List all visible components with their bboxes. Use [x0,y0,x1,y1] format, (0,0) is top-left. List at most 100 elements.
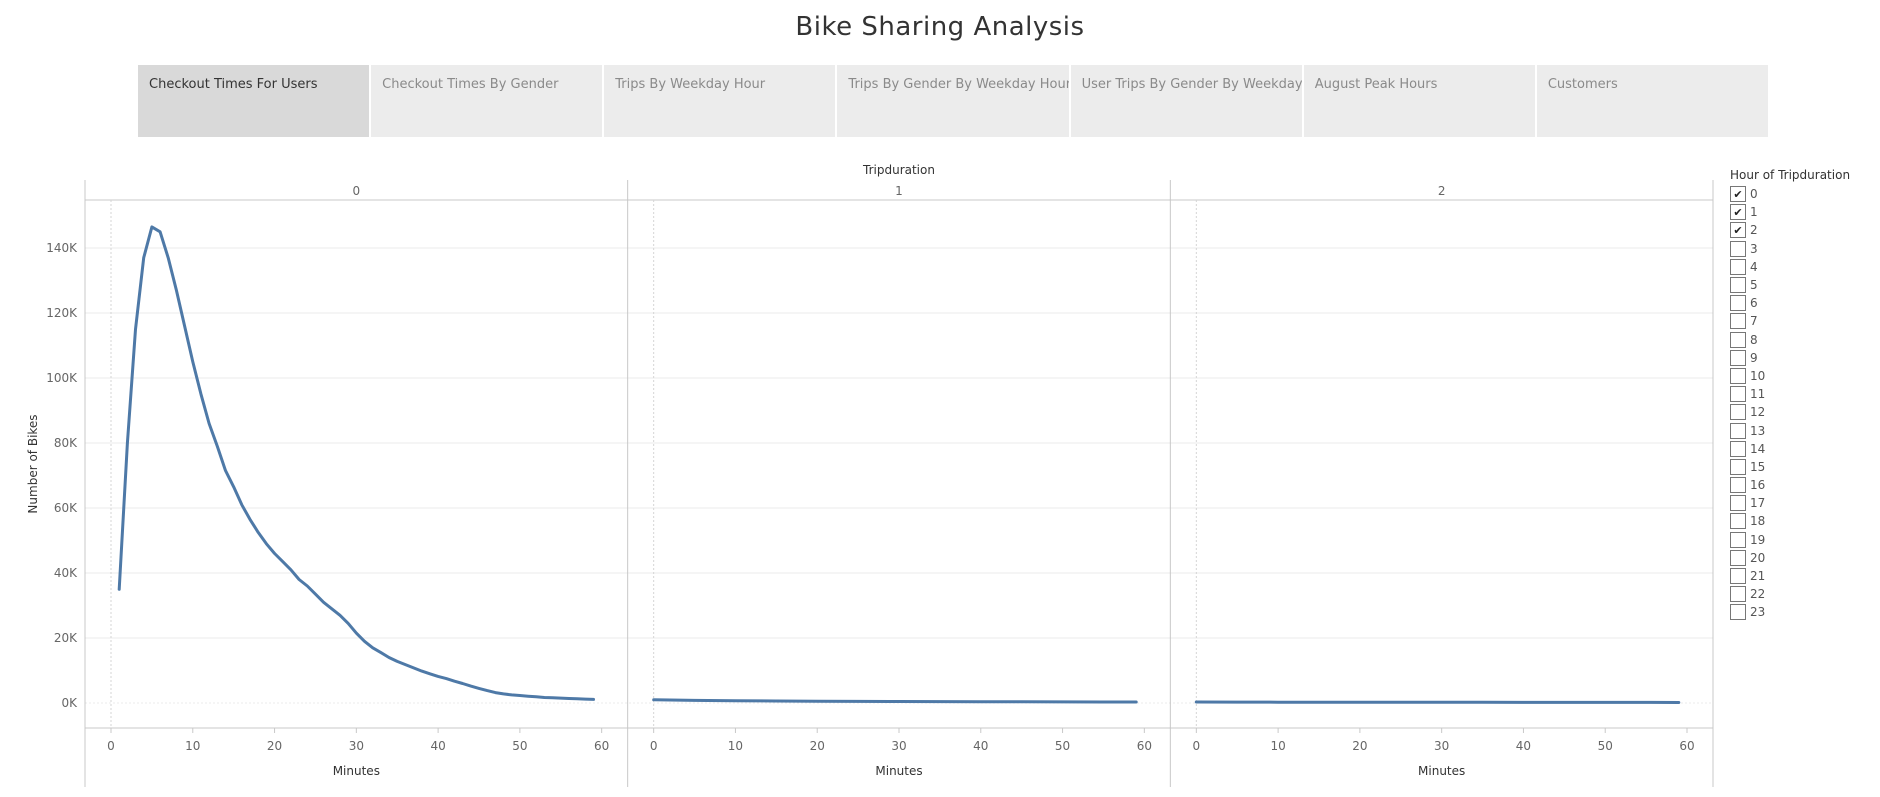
tab-checkout-times-for-users[interactable]: Checkout Times For Users [138,65,370,137]
checkbox[interactable] [1730,586,1746,603]
checkbox[interactable] [1730,458,1746,475]
legend-item-10[interactable]: 10 [1730,367,1880,385]
legend-item-21[interactable]: 21 [1730,567,1880,585]
checkbox[interactable] [1730,513,1746,530]
legend-item-13[interactable]: 13 [1730,421,1880,439]
legend-item-label: 6 [1750,296,1758,311]
legend-item-label: 18 [1750,514,1766,529]
legend-item-16[interactable]: 16 [1730,476,1880,494]
tab-trips-by-weekday-hour[interactable]: Trips By Weekday Hour [604,65,836,137]
x-axis-title: Minutes [875,764,922,778]
legend-items: ✔ 0 ✔ 1 ✔ 2 3 4 5 6 7 8 9 10 11 12 13 14 15 16 17 18 19 20 21 22 2… [1730,185,1880,622]
legend-item-label: 5 [1750,278,1758,293]
story-tabs: Checkout Times For Users Checkout Times … [138,65,1768,137]
legend-item-1[interactable]: ✔ 1 [1730,203,1880,221]
checkbox[interactable] [1730,422,1746,439]
series-line-2 [1194,700,1681,704]
checkbox[interactable] [1730,295,1746,312]
legend-item-20[interactable]: 20 [1730,549,1880,567]
checkbox[interactable]: ✔ [1730,204,1746,221]
legend-item-label: 17 [1750,496,1766,511]
checkbox[interactable] [1730,240,1746,257]
legend-item-23[interactable]: 23 [1730,603,1880,621]
checkbox[interactable] [1730,313,1746,330]
legend-item-14[interactable]: 14 [1730,440,1880,458]
x-tick-label: 10 [185,739,200,753]
x-tick-label: 30 [349,739,364,753]
legend-item-2[interactable]: ✔ 2 [1730,221,1880,239]
checkbox[interactable] [1730,277,1746,294]
checkbox[interactable] [1730,404,1746,421]
tab-checkout-times-by-gender[interactable]: Checkout Times By Gender [371,65,603,137]
legend-item-label: 10 [1750,368,1766,383]
y-tick-label: 120K [46,306,78,320]
legend-item-label: 13 [1750,423,1766,438]
checkbox[interactable] [1730,568,1746,585]
checkbox[interactable]: ✔ [1730,222,1746,239]
legend-item-label: 0 [1750,187,1758,202]
tab-customers[interactable]: Customers [1536,65,1768,137]
legend-item-17[interactable]: 17 [1730,494,1880,512]
checkbox[interactable] [1730,477,1746,494]
series-line-0 [117,225,595,701]
checkbox[interactable] [1730,440,1746,457]
legend-item-label: 15 [1750,459,1766,474]
x-tick-label: 10 [1270,739,1285,753]
legend-item-19[interactable]: 19 [1730,531,1880,549]
legend-item-label: 4 [1750,259,1758,274]
y-axis-title: Number of Bikes [26,414,40,513]
x-tick-label: 0 [107,739,115,753]
x-tick-label: 40 [430,739,445,753]
legend-item-label: 2 [1750,223,1758,238]
legend-item-8[interactable]: 8 [1730,331,1880,349]
x-tick-label: 60 [594,739,609,753]
x-axis-title: Minutes [1418,764,1465,778]
legend-item-label: 16 [1750,478,1766,493]
legend-item-5[interactable]: 5 [1730,276,1880,294]
legend-item-label: 19 [1750,532,1766,547]
x-tick-label: 60 [1137,739,1152,753]
legend-title: Hour of Tripduration [1730,168,1851,182]
checkbox[interactable] [1730,258,1746,275]
legend-item-label: 21 [1750,569,1766,584]
checkbox[interactable] [1730,331,1746,348]
checkbox[interactable] [1730,367,1746,384]
legend-item-label: 8 [1750,332,1758,347]
checkbox[interactable] [1730,531,1746,548]
legend-item-22[interactable]: 22 [1730,585,1880,603]
legend-item-9[interactable]: 9 [1730,349,1880,367]
legend-item-12[interactable]: 12 [1730,403,1880,421]
legend-item-label: 23 [1750,605,1766,620]
legend-item-15[interactable]: 15 [1730,458,1880,476]
x-tick-label: 50 [1055,739,1070,753]
legend-item-label: 7 [1750,314,1758,329]
x-tick-label: 10 [728,739,743,753]
legend-item-6[interactable]: 6 [1730,294,1880,312]
legend-item-label: 20 [1750,550,1766,565]
checkbox[interactable] [1730,349,1746,366]
x-tick-label: 0 [1193,739,1201,753]
legend-item-label: 14 [1750,441,1766,456]
legend-item-4[interactable]: 4 [1730,258,1880,276]
legend-item-18[interactable]: 18 [1730,512,1880,530]
series-line-1 [652,698,1138,704]
x-tick-label: 50 [1598,739,1613,753]
legend-item-3[interactable]: 3 [1730,240,1880,258]
tab-user-trips-by-gender-by-weekday[interactable]: User Trips By Gender By Weekday [1070,65,1302,137]
x-tick-label: 30 [1434,739,1449,753]
checkbox[interactable] [1730,604,1746,621]
x-tick-label: 40 [973,739,988,753]
legend-item-7[interactable]: 7 [1730,312,1880,330]
tab-trips-by-gender-by-weekday-hour[interactable]: Trips By Gender By Weekday Hour [837,65,1069,137]
checkbox[interactable]: ✔ [1730,186,1746,203]
panel-header-label: 0 [353,184,361,198]
legend-item-0[interactable]: ✔ 0 [1730,185,1880,203]
checkbox[interactable] [1730,549,1746,566]
checkbox[interactable] [1730,495,1746,512]
legend-item-11[interactable]: 11 [1730,385,1880,403]
tab-august-peak-hours[interactable]: August Peak Hours [1303,65,1535,137]
y-tick-label: 60K [54,501,78,515]
legend-item-label: 3 [1750,241,1758,256]
legend-item-label: 12 [1750,405,1766,420]
checkbox[interactable] [1730,386,1746,403]
